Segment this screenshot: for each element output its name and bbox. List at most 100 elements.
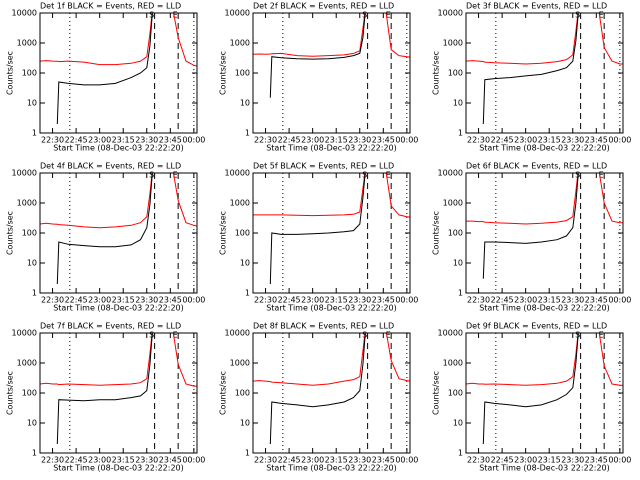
plot-frame xyxy=(252,12,411,134)
x-axis-label: Start Time (08-Dec-03 22:22:20) xyxy=(266,144,397,153)
x-tick-label: 23:00 xyxy=(88,296,111,305)
y-tick-label: 1 xyxy=(245,129,250,138)
x-tick-label: 22:30 xyxy=(41,296,64,305)
x-tick-label: 22:30 xyxy=(467,136,490,145)
y-tick-label: 10000 xyxy=(225,329,250,338)
x-tick-label: 23:30 xyxy=(348,296,371,305)
y-tick-label: 1 xyxy=(32,289,37,298)
y-tick-label: 10 xyxy=(240,99,250,108)
x-tick-label: 22:45 xyxy=(65,456,88,465)
plot-frame xyxy=(465,12,624,134)
y-tick-label: 1 xyxy=(245,289,250,298)
panel: Det 6f BLACK = Events, RED = LLD Start Ti… xyxy=(432,162,632,313)
x-axis-label: Start Time (08-Dec-03 22:22:20) xyxy=(479,464,610,473)
panel: Det 9f BLACK = Events, RED = LLD Start Ti… xyxy=(432,322,632,473)
x-tick-label: 22:45 xyxy=(491,136,514,145)
plot-frame xyxy=(39,12,198,134)
x-axis-label: Start Time (08-Dec-03 22:22:20) xyxy=(266,304,397,313)
marker-label: E xyxy=(599,331,604,340)
x-tick-label: 22:45 xyxy=(491,456,514,465)
y-tick-label: 10000 xyxy=(438,329,463,338)
y-tick-label: 1000 xyxy=(230,359,250,368)
series-line xyxy=(482,333,579,445)
x-axis-label: Start Time (08-Dec-03 22:22:20) xyxy=(53,464,184,473)
y-axis-label: Counts/sec xyxy=(432,371,441,415)
y-tick-label: 100 xyxy=(235,69,250,78)
x-tick-label: 00:00 xyxy=(395,456,418,465)
marker-label: E xyxy=(173,11,178,20)
x-tick-label: 00:00 xyxy=(395,296,418,305)
y-tick-label: 100 xyxy=(22,229,37,238)
x-tick-label: 22:45 xyxy=(278,296,301,305)
x-tick-label: 22:45 xyxy=(65,136,88,145)
series-line xyxy=(482,173,579,279)
plot-area xyxy=(40,173,197,285)
x-tick-label: 23:15 xyxy=(325,456,348,465)
x-tick-label: 23:30 xyxy=(135,296,158,305)
plot-frame xyxy=(39,332,198,454)
x-tick-label: 23:45 xyxy=(585,296,608,305)
x-axis-label: Start Time (08-Dec-03 22:22:20) xyxy=(479,144,610,153)
plot-area xyxy=(466,173,623,279)
x-tick-label: 23:00 xyxy=(88,136,111,145)
x-tick-label: 23:30 xyxy=(135,136,158,145)
y-tick-label: 10 xyxy=(240,419,250,428)
chart-title: Det 2f BLACK = Events, RED = LLD xyxy=(253,2,394,11)
plot-area xyxy=(40,333,197,445)
y-tick-label: 10000 xyxy=(12,169,37,178)
marker-label: E xyxy=(173,171,178,180)
marker-label: E xyxy=(599,171,604,180)
y-tick-label: 10000 xyxy=(225,169,250,178)
series-line xyxy=(269,173,366,285)
x-tick-label: 22:45 xyxy=(65,296,88,305)
panel: Det 1f BLACK = Events, RED = LLD Start Ti… xyxy=(6,2,206,153)
x-tick-label: 22:30 xyxy=(467,456,490,465)
y-tick-label: 1 xyxy=(458,449,463,458)
x-tick-label: 00:00 xyxy=(182,456,205,465)
y-tick-label: 1 xyxy=(458,129,463,138)
x-tick-label: 23:30 xyxy=(348,136,371,145)
x-tick-label: 23:15 xyxy=(112,456,135,465)
x-tick-label: 23:30 xyxy=(561,136,584,145)
series-line xyxy=(40,173,197,229)
x-tick-label: 00:00 xyxy=(608,296,631,305)
y-tick-label: 10 xyxy=(453,259,463,268)
marker-label: E xyxy=(386,11,391,20)
series-line xyxy=(253,333,410,386)
chart-title: Det 4f BLACK = Events, RED = LLD xyxy=(40,162,181,171)
series-line xyxy=(40,333,197,387)
series-line xyxy=(40,13,197,67)
y-tick-label: 100 xyxy=(448,389,463,398)
x-tick-label: 23:00 xyxy=(514,136,537,145)
y-tick-label: 10 xyxy=(453,419,463,428)
plot-frame xyxy=(252,332,411,454)
x-tick-label: 00:00 xyxy=(608,456,631,465)
y-axis-label: Counts/sec xyxy=(6,371,15,415)
y-tick-label: 1 xyxy=(245,449,250,458)
y-tick-label: 100 xyxy=(22,389,37,398)
series-line xyxy=(269,13,366,98)
x-tick-label: 22:45 xyxy=(278,456,301,465)
x-tick-label: 22:30 xyxy=(254,296,277,305)
plot-area xyxy=(466,13,623,125)
series-line xyxy=(56,13,153,125)
y-axis-label: Counts/sec xyxy=(219,211,228,255)
marker-label: E xyxy=(173,331,178,340)
x-tick-label: 22:45 xyxy=(491,296,514,305)
x-tick-label: 00:00 xyxy=(182,136,205,145)
y-axis-label: Counts/sec xyxy=(219,51,228,95)
x-tick-label: 22:30 xyxy=(254,456,277,465)
y-axis-label: Counts/sec xyxy=(219,371,228,415)
series-line xyxy=(253,13,410,58)
x-tick-label: 23:30 xyxy=(135,456,158,465)
plot-area xyxy=(466,333,623,445)
x-axis-label: Start Time (08-Dec-03 22:22:20) xyxy=(53,144,184,153)
y-tick-label: 100 xyxy=(448,229,463,238)
y-tick-label: 1 xyxy=(32,129,37,138)
y-tick-label: 10 xyxy=(27,99,37,108)
x-tick-label: 23:45 xyxy=(372,136,395,145)
y-tick-label: 10 xyxy=(453,99,463,108)
y-tick-label: 100 xyxy=(448,69,463,78)
series-line xyxy=(482,13,579,125)
